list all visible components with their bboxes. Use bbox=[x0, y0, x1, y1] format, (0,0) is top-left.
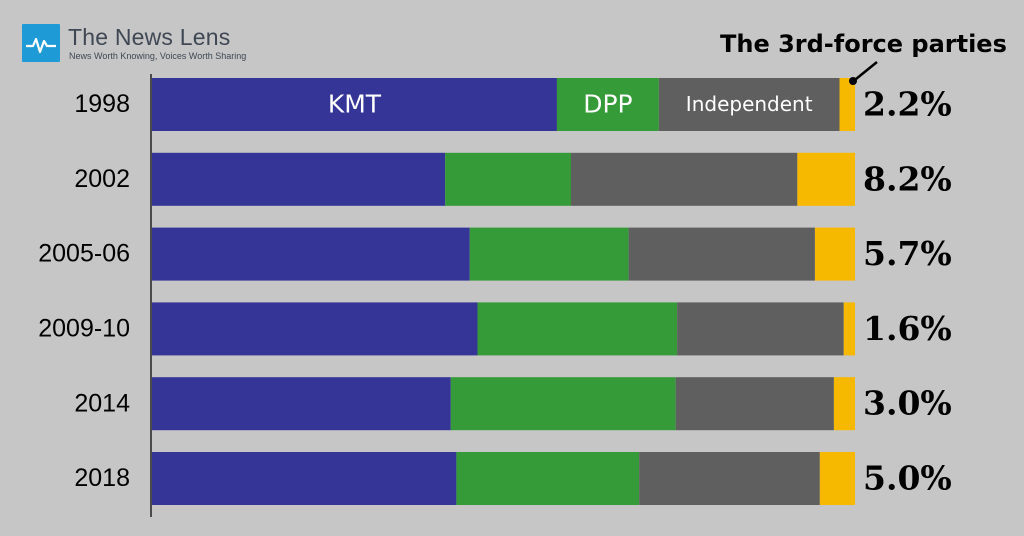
bar-segment-independent-2014 bbox=[675, 377, 834, 431]
category-label: 2014 bbox=[74, 389, 130, 417]
bar-segment-third-force-2009-10 bbox=[843, 302, 855, 356]
series-label-kmt: KMT bbox=[328, 90, 382, 119]
category-label: 1998 bbox=[74, 90, 130, 118]
bar-segment-kmt-2009-10 bbox=[152, 302, 478, 356]
bar-segment-kmt-2014 bbox=[152, 377, 451, 431]
brand-logo: The News Lens News Worth Knowing, Voices… bbox=[22, 24, 252, 64]
bar-segment-dpp-2002 bbox=[445, 152, 571, 206]
brand-name: The News Lens bbox=[68, 24, 231, 50]
bar-segment-kmt-2005-06 bbox=[152, 227, 470, 281]
category-label: 2002 bbox=[74, 165, 130, 193]
bar-segment-third-force-2018 bbox=[819, 452, 855, 505]
value-label: 8.2% bbox=[863, 159, 952, 198]
bar-segment-independent-1998 bbox=[658, 78, 840, 131]
third-force-annotation: The 3rd-force parties bbox=[720, 30, 1007, 58]
bar-segment-independent-2009-10 bbox=[677, 302, 844, 356]
series-label-independent: Independent bbox=[686, 92, 813, 116]
bar-segment-dpp-2005-06 bbox=[469, 227, 629, 281]
value-label: 3.0% bbox=[863, 384, 952, 423]
bar-segment-dpp-2018 bbox=[456, 452, 640, 505]
bar-segment-dpp-1998 bbox=[556, 78, 659, 131]
bar-segment-dpp-2009-10 bbox=[477, 302, 678, 356]
bar-segment-kmt-1998 bbox=[152, 78, 557, 131]
bar-segment-dpp-2014 bbox=[450, 377, 676, 431]
pulse-icon bbox=[22, 24, 60, 62]
brand-tagline: News Worth Knowing, Voices Worth Sharing bbox=[69, 51, 247, 61]
bar-segment-third-force-2002 bbox=[797, 152, 855, 206]
category-label: 2018 bbox=[74, 464, 130, 492]
series-label-dpp: DPP bbox=[583, 90, 632, 119]
annotation-leader-dot bbox=[849, 77, 857, 85]
category-label: 2009-10 bbox=[38, 315, 130, 343]
value-label: 1.6% bbox=[863, 309, 952, 348]
bar-segment-independent-2018 bbox=[639, 452, 820, 505]
bar-segment-independent-2002 bbox=[570, 152, 798, 206]
bar-segment-kmt-2002 bbox=[152, 152, 446, 206]
bar-segment-independent-2005-06 bbox=[628, 227, 815, 281]
category-label: 2005-06 bbox=[38, 240, 130, 268]
bar-segment-kmt-2018 bbox=[152, 452, 457, 505]
value-label: 2.2% bbox=[863, 85, 952, 124]
value-label: 5.7% bbox=[863, 234, 952, 273]
bar-segment-third-force-1998 bbox=[839, 78, 855, 131]
bar-segment-third-force-2014 bbox=[833, 377, 855, 431]
bar-segment-third-force-2005-06 bbox=[814, 227, 855, 281]
annotation-leader-line bbox=[855, 61, 878, 80]
value-label: 5.0% bbox=[863, 459, 952, 498]
